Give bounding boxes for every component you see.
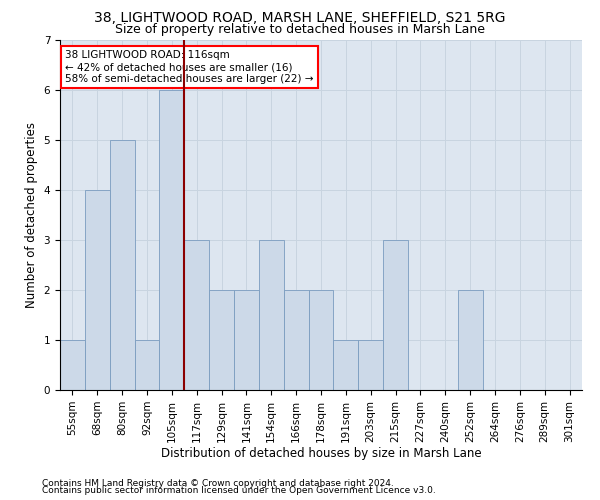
Bar	[85, 190, 110, 390]
Bar	[234, 290, 259, 390]
Text: 38 LIGHTWOOD ROAD: 116sqm
← 42% of detached houses are smaller (16)
58% of semi-: 38 LIGHTWOOD ROAD: 116sqm ← 42% of detac…	[65, 50, 314, 84]
Bar	[110, 140, 134, 390]
Bar	[358, 340, 383, 390]
Text: Size of property relative to detached houses in Marsh Lane: Size of property relative to detached ho…	[115, 22, 485, 36]
Text: Contains HM Land Registry data © Crown copyright and database right 2024.: Contains HM Land Registry data © Crown c…	[42, 478, 394, 488]
Bar	[160, 90, 184, 390]
Bar	[334, 340, 358, 390]
Bar	[184, 240, 209, 390]
Bar	[383, 240, 408, 390]
X-axis label: Distribution of detached houses by size in Marsh Lane: Distribution of detached houses by size …	[161, 448, 481, 460]
Bar	[60, 340, 85, 390]
Bar	[458, 290, 482, 390]
Bar	[259, 240, 284, 390]
Bar	[308, 290, 334, 390]
Bar	[134, 340, 160, 390]
Text: Contains public sector information licensed under the Open Government Licence v3: Contains public sector information licen…	[42, 486, 436, 495]
Bar	[284, 290, 308, 390]
Bar	[209, 290, 234, 390]
Y-axis label: Number of detached properties: Number of detached properties	[25, 122, 38, 308]
Text: 38, LIGHTWOOD ROAD, MARSH LANE, SHEFFIELD, S21 5RG: 38, LIGHTWOOD ROAD, MARSH LANE, SHEFFIEL…	[94, 11, 506, 25]
